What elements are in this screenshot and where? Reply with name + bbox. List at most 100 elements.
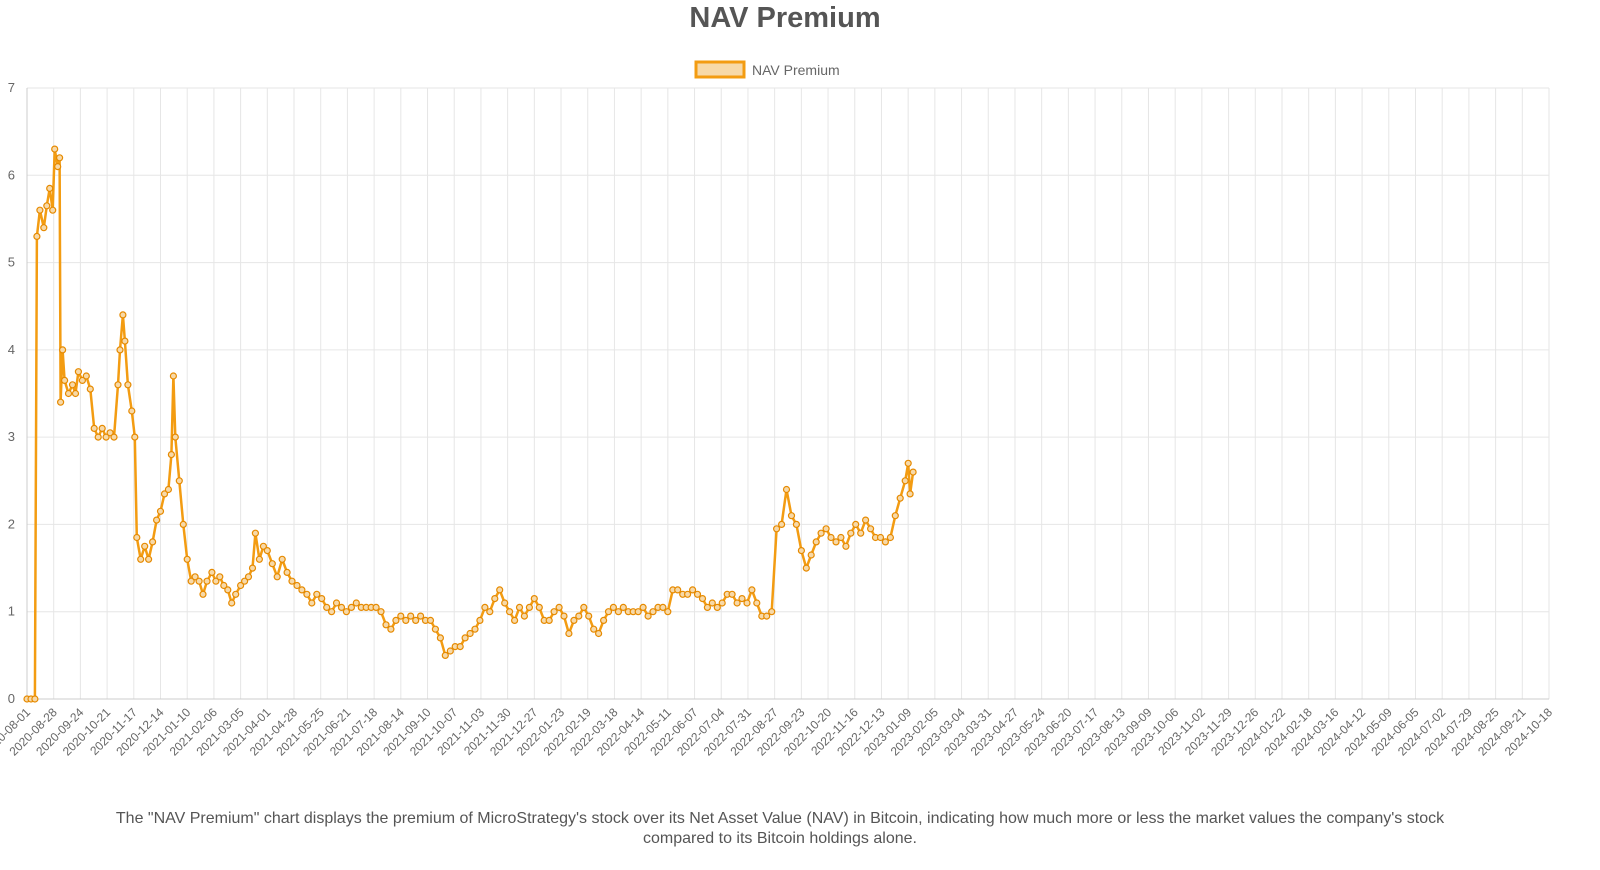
- data-point[interactable]: [412, 616, 420, 625]
- data-point[interactable]: [486, 608, 494, 616]
- data-point[interactable]: [36, 206, 44, 214]
- data-point[interactable]: [224, 586, 232, 594]
- data-point[interactable]: [590, 625, 598, 633]
- data-point[interactable]: [847, 529, 855, 537]
- data-point[interactable]: [580, 603, 588, 612]
- data-point[interactable]: [220, 581, 228, 590]
- data-point[interactable]: [575, 612, 583, 620]
- data-point[interactable]: [639, 603, 647, 612]
- data-point[interactable]: [167, 451, 175, 459]
- data-point[interactable]: [124, 381, 132, 389]
- data-point[interactable]: [183, 555, 191, 563]
- data-point[interactable]: [599, 616, 608, 625]
- data-point[interactable]: [49, 206, 57, 214]
- data-point[interactable]: [614, 608, 623, 616]
- data-point[interactable]: [426, 616, 435, 625]
- data-point[interactable]: [110, 433, 118, 441]
- data-point[interactable]: [46, 184, 54, 192]
- data-point[interactable]: [698, 594, 707, 603]
- data-point[interactable]: [718, 599, 726, 607]
- data-point[interactable]: [244, 573, 253, 581]
- data-point[interactable]: [674, 586, 682, 594]
- data-point[interactable]: [683, 590, 692, 598]
- data-point[interactable]: [94, 433, 102, 441]
- data-point[interactable]: [106, 429, 114, 437]
- data-point[interactable]: [471, 625, 479, 633]
- data-point[interactable]: [145, 555, 153, 563]
- data-point[interactable]: [273, 573, 281, 581]
- data-point[interactable]: [337, 603, 346, 612]
- data-point[interactable]: [896, 494, 904, 502]
- data-point[interactable]: [255, 555, 263, 563]
- data-point[interactable]: [74, 368, 83, 376]
- data-point[interactable]: [33, 232, 41, 240]
- data-point[interactable]: [777, 520, 786, 529]
- data-point[interactable]: [128, 407, 136, 415]
- data-point[interactable]: [98, 424, 106, 432]
- data-point[interactable]: [891, 512, 899, 520]
- data-point[interactable]: [515, 603, 524, 612]
- data-point[interactable]: [203, 577, 211, 585]
- data-point[interactable]: [90, 424, 98, 432]
- data-point[interactable]: [402, 616, 410, 625]
- data-point[interactable]: [565, 629, 573, 638]
- data-point[interactable]: [688, 586, 697, 594]
- data-point[interactable]: [909, 468, 917, 476]
- data-point[interactable]: [857, 529, 865, 537]
- data-point[interactable]: [496, 586, 504, 594]
- data-point[interactable]: [619, 603, 627, 612]
- data-point[interactable]: [609, 603, 618, 612]
- data-point[interactable]: [431, 625, 439, 633]
- data-point[interactable]: [456, 642, 464, 651]
- data-point[interactable]: [43, 202, 51, 210]
- data-point[interactable]: [160, 490, 169, 498]
- data-point[interactable]: [866, 525, 875, 533]
- data-point[interactable]: [842, 542, 850, 550]
- data-point[interactable]: [237, 581, 245, 590]
- data-point[interactable]: [520, 612, 529, 620]
- data-point[interactable]: [372, 603, 380, 612]
- legend[interactable]: NAV Premium: [694, 60, 840, 79]
- data-point[interactable]: [664, 608, 672, 616]
- data-point[interactable]: [71, 389, 80, 398]
- data-point[interactable]: [153, 516, 161, 524]
- data-point[interactable]: [199, 590, 207, 598]
- data-point[interactable]: [481, 603, 489, 612]
- data-point[interactable]: [506, 608, 514, 616]
- data-point[interactable]: [382, 621, 390, 629]
- data-point[interactable]: [248, 564, 257, 572]
- data-point[interactable]: [31, 695, 39, 703]
- data-point[interactable]: [441, 651, 449, 660]
- data-point[interactable]: [491, 594, 499, 603]
- data-point[interactable]: [461, 634, 469, 642]
- data-point[interactable]: [797, 546, 806, 555]
- data-point[interactable]: [251, 529, 259, 537]
- data-point[interactable]: [827, 533, 835, 542]
- data-point[interactable]: [149, 538, 157, 546]
- data-point[interactable]: [876, 533, 885, 542]
- data-point[interactable]: [241, 577, 249, 585]
- data-point[interactable]: [318, 594, 326, 603]
- data-point[interactable]: [530, 594, 538, 603]
- data-point[interactable]: [792, 520, 801, 529]
- data-point[interactable]: [208, 568, 216, 577]
- data-point[interactable]: [763, 612, 771, 620]
- data-point[interactable]: [733, 599, 741, 607]
- data-point[interactable]: [525, 603, 534, 612]
- data-point[interactable]: [268, 560, 276, 568]
- data-point[interactable]: [594, 629, 603, 638]
- data-point[interactable]: [263, 546, 271, 555]
- data-point[interactable]: [446, 647, 454, 655]
- data-point[interactable]: [308, 599, 316, 607]
- data-point[interactable]: [141, 542, 149, 550]
- data-point[interactable]: [604, 608, 613, 616]
- data-point[interactable]: [782, 485, 791, 494]
- data-point[interactable]: [51, 145, 59, 153]
- data-point[interactable]: [187, 577, 195, 585]
- data-point[interactable]: [303, 590, 311, 598]
- data-point[interactable]: [347, 603, 355, 612]
- data-point[interactable]: [392, 616, 400, 625]
- data-point[interactable]: [195, 577, 203, 585]
- data-point[interactable]: [133, 533, 141, 542]
- data-point[interactable]: [708, 599, 716, 607]
